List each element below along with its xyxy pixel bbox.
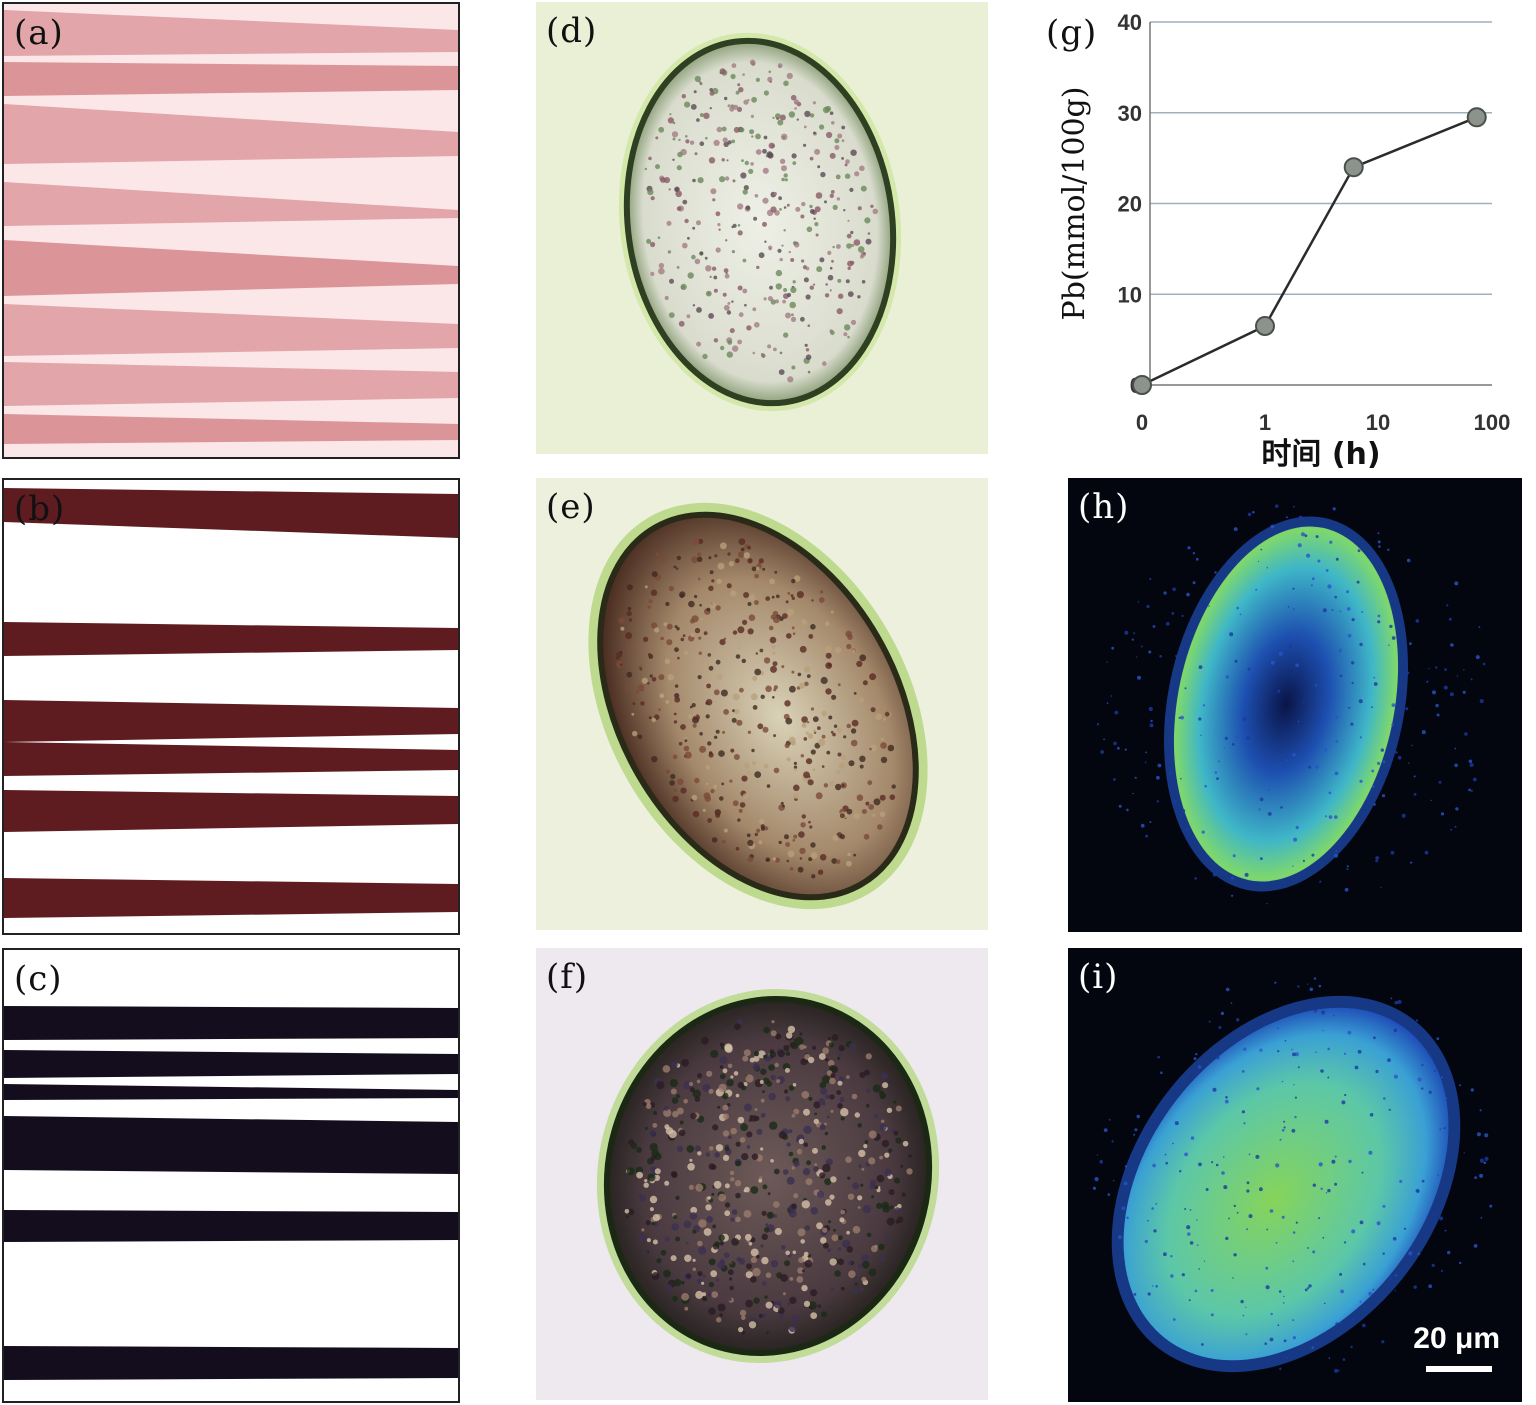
panel-label-a: (a) [14, 13, 64, 53]
data-point [1343, 157, 1364, 178]
x-tick-label: 1 [1259, 410, 1271, 435]
panel-i-element-map: (i) 20 μm [1068, 948, 1522, 1402]
cross-section-image-e [536, 478, 988, 930]
fiber-strand [4, 182, 458, 226]
panel-label-e: (e) [546, 487, 596, 527]
panel-h-element-map: (h) [1068, 478, 1522, 932]
fiber-strand [4, 742, 458, 776]
panel-b-fiber-micrograph: (b) [2, 478, 460, 935]
scale-bar-label: 20 μm [1413, 1322, 1500, 1355]
fiber-strand [4, 1346, 458, 1380]
fiber-strand [4, 304, 458, 356]
data-point [1132, 375, 1152, 395]
fiber-strand [4, 878, 458, 918]
fiber-strand [4, 700, 458, 742]
fiber-strand [4, 1006, 458, 1040]
y-tick-label: 40 [1118, 10, 1142, 35]
panel-label-b: (b) [14, 489, 66, 529]
panel-label-h: (h) [1078, 487, 1130, 527]
fiber-strand [4, 104, 458, 164]
panel-label-c: (c) [14, 959, 63, 999]
x-axis-label: 时间 (h) [1261, 437, 1380, 470]
cross-section-image-f [536, 948, 988, 1400]
x-tick-label: 0 [1136, 410, 1148, 435]
fiber-strand [4, 1116, 458, 1174]
panel-label-f: (f) [546, 957, 589, 997]
panel-a-fiber-micrograph: (a) [2, 2, 460, 459]
x-tick-label: 100 [1474, 410, 1511, 435]
y-tick-label: 10 [1118, 282, 1142, 307]
fiber-strand [4, 1210, 458, 1242]
panel-c-fiber-micrograph: (c) [2, 948, 460, 1403]
y-tick-label: 20 [1118, 192, 1142, 217]
fiber-strand [4, 622, 458, 656]
fiber-strand [4, 488, 458, 538]
x-tick-label: 10 [1366, 410, 1390, 435]
fiber-strand [4, 62, 458, 96]
fiber-strand [4, 414, 458, 444]
fiber-strand [4, 790, 458, 832]
fiber-strand [4, 1050, 458, 1078]
fiber-strand [4, 1084, 458, 1100]
panel-label-d: (d) [546, 11, 598, 51]
y-axis-label: Pb(mmol/100g) [1057, 87, 1092, 321]
fiber-strand [4, 10, 458, 56]
panel-d-cross-section: (d) [536, 2, 988, 454]
fiber-image-c [4, 950, 458, 1401]
series-line [1141, 116, 1478, 387]
panel-f-cross-section: (f) [536, 948, 988, 1400]
panel-e-cross-section: (e) [536, 478, 988, 930]
fiber-image-a [4, 4, 458, 457]
data-point [1466, 107, 1487, 128]
y-tick-label: 30 [1118, 101, 1142, 126]
panel-label-g: (g) [1046, 13, 1098, 53]
fiber-image-b [4, 480, 458, 933]
panel-label-i: (i) [1078, 957, 1119, 997]
scale-bar [1426, 1366, 1492, 1372]
cross-section-image-d [536, 2, 988, 454]
data-point [1255, 316, 1275, 337]
pb-map-image-i [1068, 948, 1522, 1402]
pb-map-image-h [1068, 478, 1522, 932]
fiber-strand [4, 240, 458, 296]
fiber-strand [4, 362, 458, 406]
